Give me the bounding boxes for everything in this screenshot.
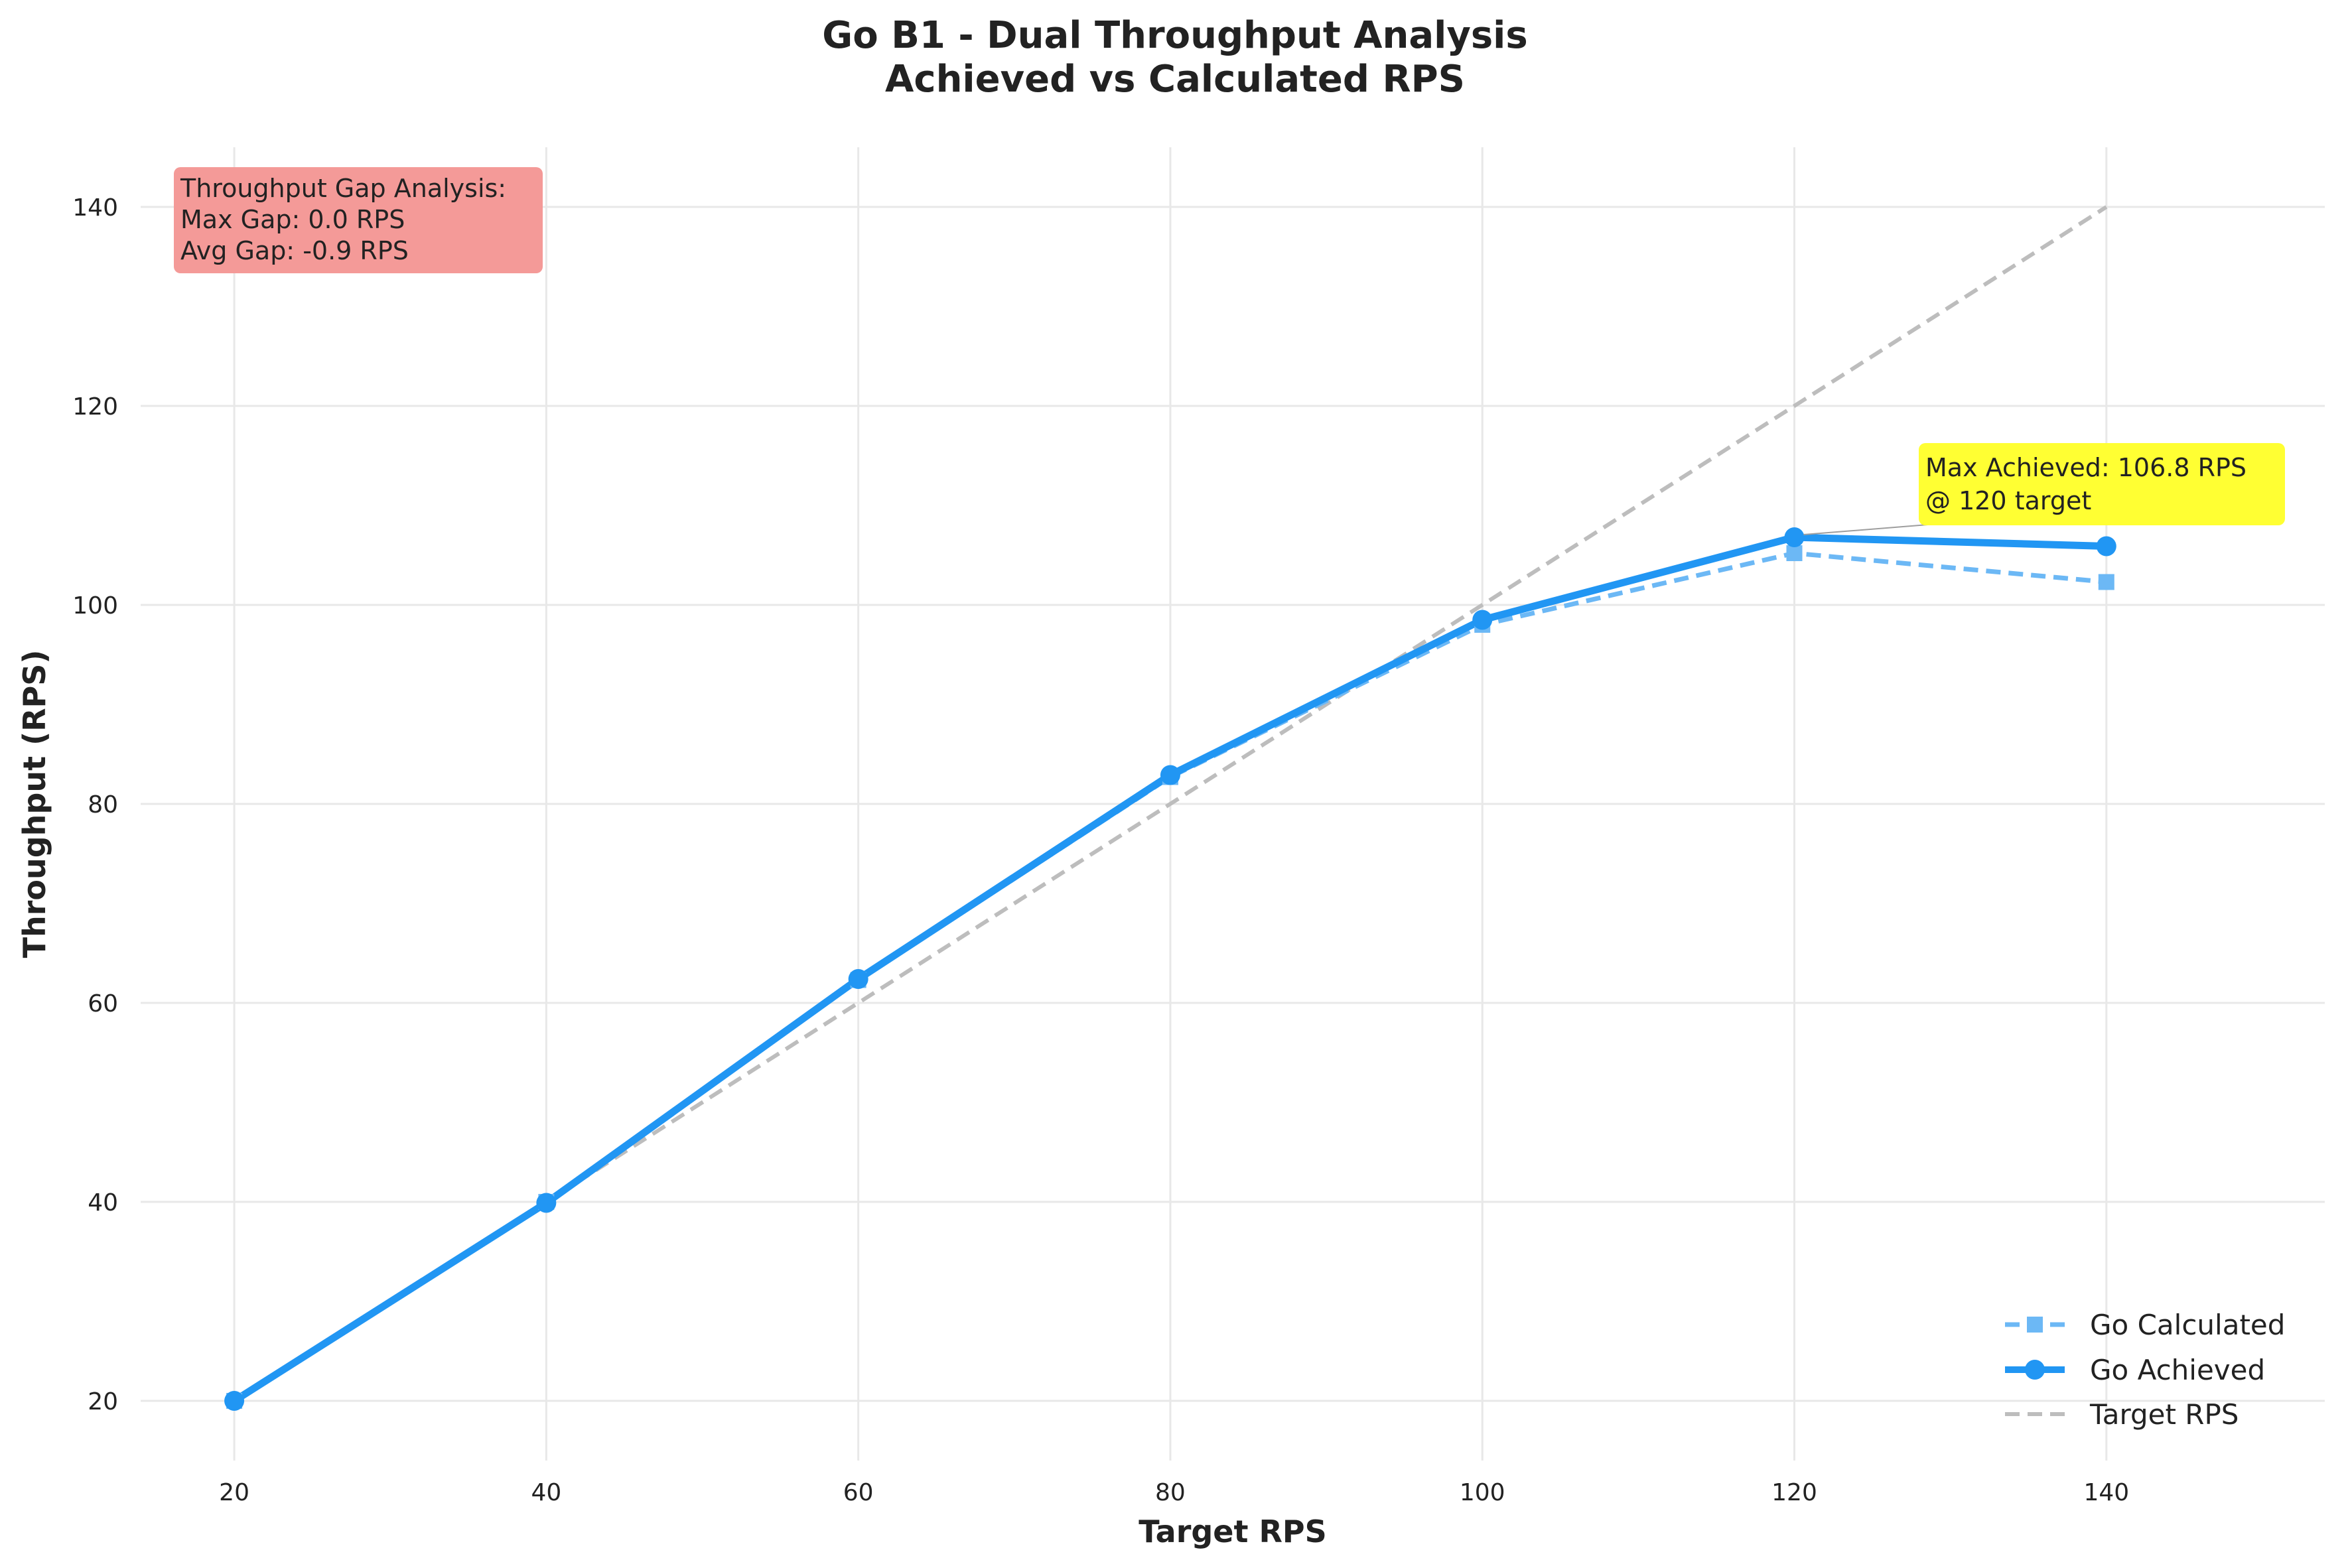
- point-go-calculated: [1786, 545, 1803, 561]
- chart-title: Go B1 - Dual Throughput Analysis: [822, 14, 1527, 57]
- y-tick-label: 80: [88, 791, 118, 818]
- y-axis-label: Throughput (RPS): [17, 650, 52, 958]
- legend-label-go-calculated: Go Calculated: [2090, 1309, 2285, 1341]
- point-go-calculated: [2098, 574, 2114, 590]
- chart-subtitle: Achieved vs Calculated RPS: [885, 58, 1465, 101]
- point-go-achieved: [1784, 527, 1805, 547]
- x-tick-labels: 20 40 60 80 100 120 140: [219, 1479, 2129, 1506]
- x-tick-label: 120: [1771, 1479, 1817, 1506]
- y-tick-label: 60: [88, 990, 118, 1017]
- legend: Go Calculated Go Achieved Target RPS: [2005, 1309, 2285, 1431]
- x-tick-label: 60: [843, 1479, 874, 1506]
- max-achieved-label: Max Achieved: 106.8 RPS: [1925, 453, 2246, 482]
- x-tick-label: 100: [1460, 1479, 1505, 1506]
- point-go-achieved: [224, 1391, 245, 1411]
- point-go-achieved: [1160, 765, 1180, 785]
- max-achieved-target: @ 120 target: [1925, 486, 2091, 515]
- max-achieved-pointer: [1803, 523, 1937, 535]
- point-go-achieved: [1472, 610, 1493, 630]
- legend-label-target-rps: Target RPS: [2089, 1398, 2239, 1431]
- y-tick-label: 120: [72, 393, 118, 421]
- series-markers: [224, 527, 2116, 1411]
- point-go-achieved: [848, 969, 868, 989]
- point-go-achieved: [536, 1193, 557, 1213]
- x-tick-label: 40: [531, 1479, 561, 1506]
- gap-analysis-avg-gap: Avg Gap: -0.9 RPS: [180, 236, 409, 265]
- legend-marker-go-calculated: [2027, 1317, 2043, 1333]
- y-tick-label: 20: [88, 1388, 118, 1415]
- y-tick-labels: 20 40 60 80 100 120 140: [72, 194, 118, 1415]
- x-axis-label: Target RPS: [1139, 1514, 1327, 1549]
- y-tick-label: 100: [72, 592, 118, 620]
- gap-analysis-box-background: [174, 167, 543, 273]
- grid: [141, 147, 2325, 1461]
- gap-analysis-box: Throughput Gap Analysis: Max Gap: 0.0 RP…: [174, 167, 543, 273]
- x-tick-label: 20: [219, 1479, 249, 1506]
- gap-analysis-title: Throughput Gap Analysis:: [180, 174, 506, 203]
- legend-marker-go-achieved: [2025, 1360, 2045, 1380]
- max-achieved-box-background: [1919, 443, 2285, 525]
- y-tick-label: 140: [72, 194, 118, 222]
- legend-label-go-achieved: Go Achieved: [2090, 1354, 2265, 1386]
- gap-analysis-max-gap: Max Gap: 0.0 RPS: [180, 205, 405, 234]
- max-achieved-annotation: Max Achieved: 106.8 RPS @ 120 target: [1803, 443, 2285, 535]
- point-go-achieved: [2096, 536, 2116, 556]
- x-tick-label: 80: [1155, 1479, 1186, 1506]
- x-tick-label: 140: [2083, 1479, 2129, 1506]
- y-tick-label: 40: [88, 1189, 118, 1216]
